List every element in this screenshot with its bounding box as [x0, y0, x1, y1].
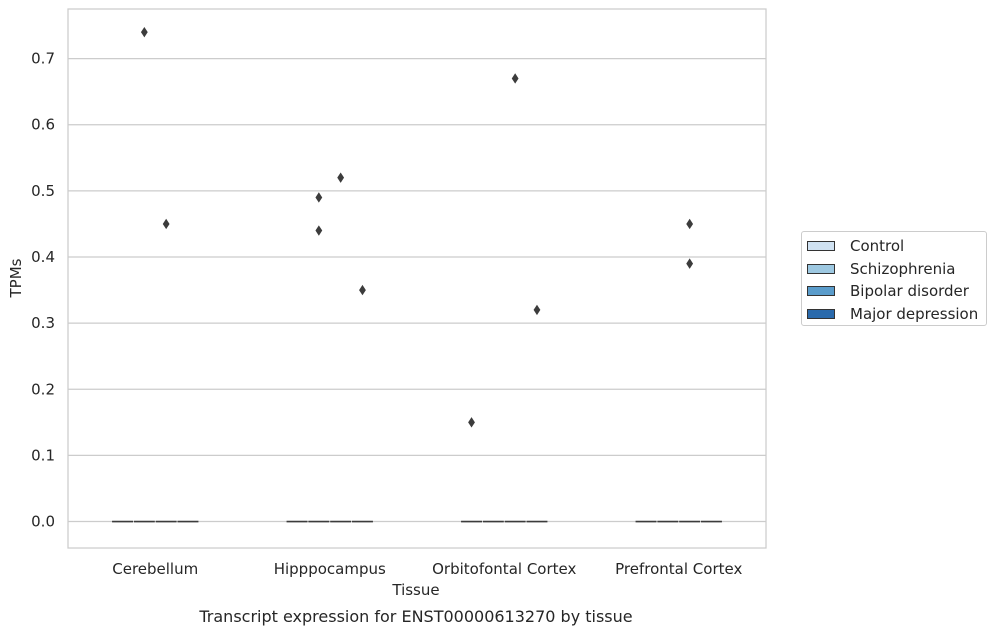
- y-tick-label: 0.1: [31, 446, 55, 464]
- x-tick-label: Prefrontal Cortex: [615, 560, 742, 578]
- y-tick-label: 0.4: [31, 248, 55, 266]
- legend-label: Major depression: [850, 304, 979, 323]
- outlier-point: [686, 218, 694, 230]
- chart-caption: Transcript expression for ENST0000061327…: [198, 607, 632, 626]
- y-axis-label: TPMs: [7, 258, 25, 298]
- legend-label: Bipolar disorder: [850, 282, 969, 301]
- outlier-point: [140, 26, 148, 38]
- x-tick-label: Cerebellum: [112, 560, 198, 578]
- x-tick-label: Hipppocampus: [274, 560, 386, 578]
- outlier-point: [162, 218, 170, 230]
- outlier-point: [533, 304, 541, 316]
- outlier-point: [511, 73, 519, 84]
- legend-swatch: [807, 286, 835, 297]
- legend-item-control: Control: [807, 235, 986, 258]
- plot-frame: [67, 8, 767, 549]
- legend-label: Control: [850, 237, 905, 256]
- legend-item-bipolar-disorder: Bipolar disorder: [807, 280, 986, 303]
- legend-swatch: [807, 263, 835, 274]
- legend-label: Schizophrenia: [850, 259, 956, 278]
- legend-swatch: [807, 241, 835, 252]
- x-axis-label: Tissue: [391, 581, 439, 599]
- x-tick-label: Orbitofontal Cortex: [432, 560, 576, 578]
- gridlines: [68, 57, 766, 523]
- legend-item-major-depression: Major depression: [807, 303, 986, 326]
- outlier-point: [686, 258, 694, 269]
- legend: Control Schizophrenia Bipolar disorder M…: [801, 231, 987, 326]
- legend-item-schizophrenia: Schizophrenia: [807, 258, 986, 281]
- y-tick-label: 0.0: [31, 513, 55, 531]
- y-tick-label: 0.6: [31, 116, 55, 134]
- legend-swatch: [807, 308, 835, 319]
- outlier-point: [337, 172, 345, 183]
- outlier-point: [315, 192, 323, 203]
- y-tick-label: 0.2: [31, 380, 55, 398]
- y-tick-label: 0.5: [31, 182, 55, 200]
- x-tick-labels: Cerebellum Hipppocampus Orbitofontal Corte…: [112, 560, 742, 578]
- outlier-point: [359, 284, 366, 296]
- outlier-point: [315, 225, 323, 236]
- y-tick-label: 0.3: [31, 314, 55, 332]
- outlier-points: [140, 26, 694, 428]
- outlier-point: [468, 417, 475, 428]
- y-tick-label: 0.7: [31, 50, 55, 68]
- y-tick-labels: 0.0 0.1 0.2 0.3 0.4 0.5 0.6 0.7: [31, 50, 55, 531]
